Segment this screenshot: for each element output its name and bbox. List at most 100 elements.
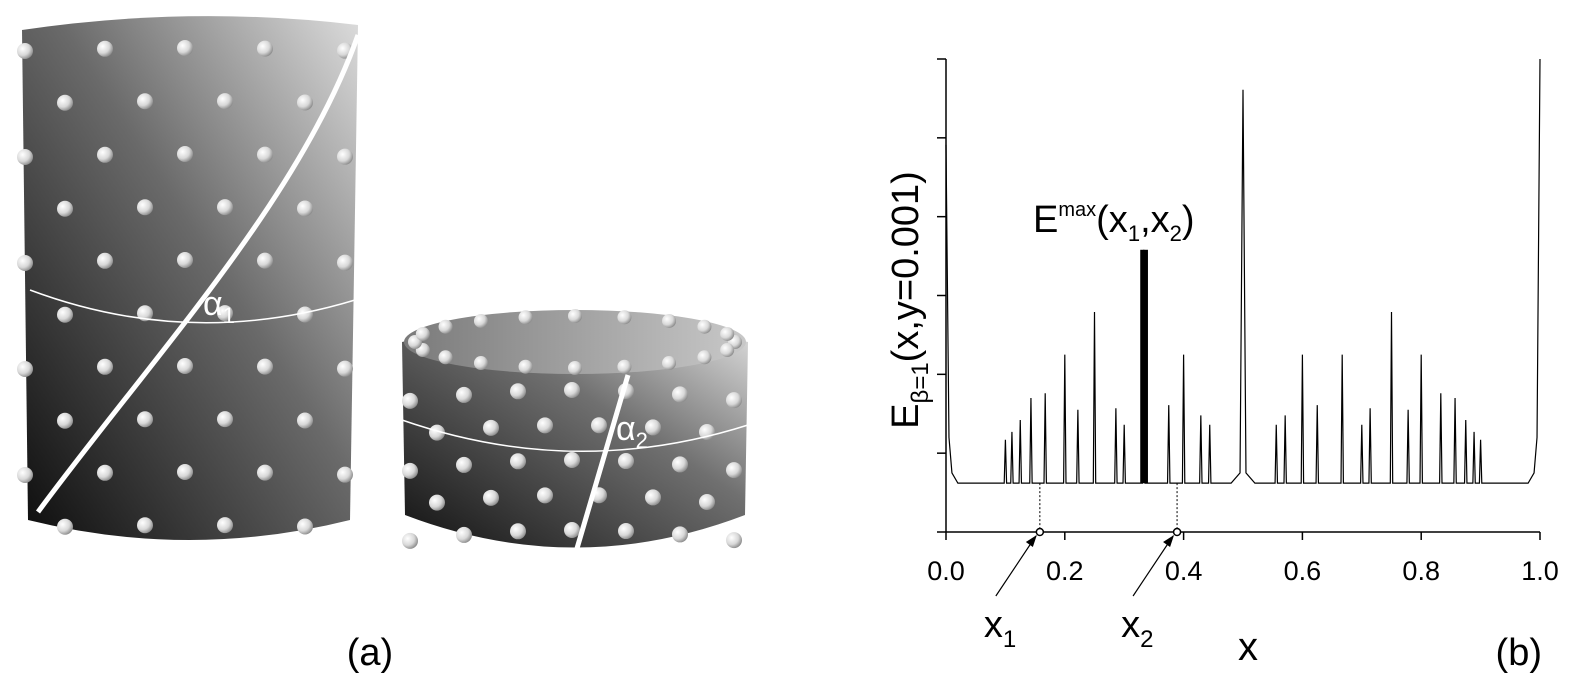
sphere (568, 309, 582, 323)
sphere (97, 252, 113, 269)
sphere (137, 305, 153, 322)
sphere (257, 146, 273, 163)
sphere (337, 148, 353, 165)
sphere (537, 417, 553, 434)
sphere (662, 313, 677, 328)
sphere (537, 487, 553, 504)
sphere (672, 456, 688, 473)
sphere (137, 199, 153, 216)
cylinder-small-inner (404, 310, 746, 374)
sphere (57, 200, 73, 217)
sphere (257, 40, 273, 57)
sphere (483, 419, 499, 436)
sphere (402, 392, 418, 409)
x-tick-label: 0.6 (1284, 556, 1322, 586)
sphere (257, 358, 273, 375)
sphere (297, 306, 313, 323)
sphere (337, 360, 353, 377)
sphere (17, 255, 33, 272)
sphere (217, 411, 233, 428)
panel-label: (b) (1496, 632, 1542, 674)
sphere (473, 313, 488, 328)
sphere (697, 319, 712, 334)
marker-label-main: x (1121, 604, 1140, 646)
ring-line (29, 289, 356, 324)
sphere (137, 517, 153, 534)
sphere (217, 199, 233, 216)
ring-line (401, 419, 749, 453)
sphere (297, 518, 313, 535)
sphere (645, 489, 661, 506)
marker-label-sub: 1 (1003, 626, 1016, 653)
sphere (297, 412, 313, 429)
marker (1035, 527, 1045, 537)
sphere (720, 326, 735, 341)
sphere (137, 411, 153, 428)
sphere (456, 386, 472, 403)
sphere (257, 464, 273, 481)
sphere (177, 358, 193, 375)
sphere (217, 305, 233, 322)
data-line (945, 58, 1541, 484)
sphere (564, 452, 580, 469)
sphere (17, 149, 33, 166)
sphere (720, 343, 735, 358)
sphere (177, 252, 193, 269)
x-tick-label: 0.4 (1165, 556, 1203, 586)
sphere (415, 326, 430, 341)
sphere (17, 361, 33, 378)
sphere (697, 350, 712, 365)
sphere (17, 467, 33, 484)
sphere (137, 93, 153, 110)
sphere (726, 462, 742, 479)
x-axis-label: x (1238, 625, 1258, 669)
sphere (402, 462, 418, 479)
sphere (429, 424, 445, 441)
sphere (177, 40, 193, 57)
sphere (645, 419, 661, 436)
alpha-1: α1 (203, 285, 235, 328)
sphere (429, 494, 445, 511)
sphere (662, 356, 677, 371)
sphere (618, 453, 634, 470)
marker-arrowhead (1163, 535, 1175, 547)
sphere (456, 456, 472, 473)
sphere (97, 358, 113, 375)
sphere (438, 319, 453, 334)
sphere (726, 532, 742, 549)
sphere (510, 383, 526, 400)
sphere (337, 466, 353, 483)
sphere (57, 94, 73, 111)
sphere (617, 310, 632, 325)
sphere (518, 310, 533, 325)
sphere (257, 252, 273, 269)
marker-arrowhead (1025, 535, 1037, 547)
helix-line (35, 34, 361, 514)
sphere (568, 361, 582, 375)
sphere (726, 392, 742, 409)
sphere (17, 43, 33, 60)
sphere (217, 517, 233, 534)
sphere (217, 93, 233, 110)
sphere (177, 464, 193, 481)
marker-arrow (1132, 535, 1174, 597)
annotation: Emax(x1,x2) (1033, 199, 1195, 246)
x-tick-label: 0.0 (927, 556, 965, 586)
sphere (510, 523, 526, 540)
sphere (97, 146, 113, 163)
sphere (297, 94, 313, 111)
sphere (337, 254, 353, 271)
sphere (518, 359, 533, 374)
sphere (564, 382, 580, 399)
sphere (699, 493, 715, 510)
sphere (672, 386, 688, 403)
sphere (57, 518, 73, 535)
helix-line (570, 374, 631, 563)
sphere (473, 356, 488, 371)
sphere (510, 453, 526, 470)
panel-label: (a) (347, 632, 393, 674)
alpha-2: α2 (616, 410, 648, 453)
sphere (297, 200, 313, 217)
sphere (97, 40, 113, 57)
